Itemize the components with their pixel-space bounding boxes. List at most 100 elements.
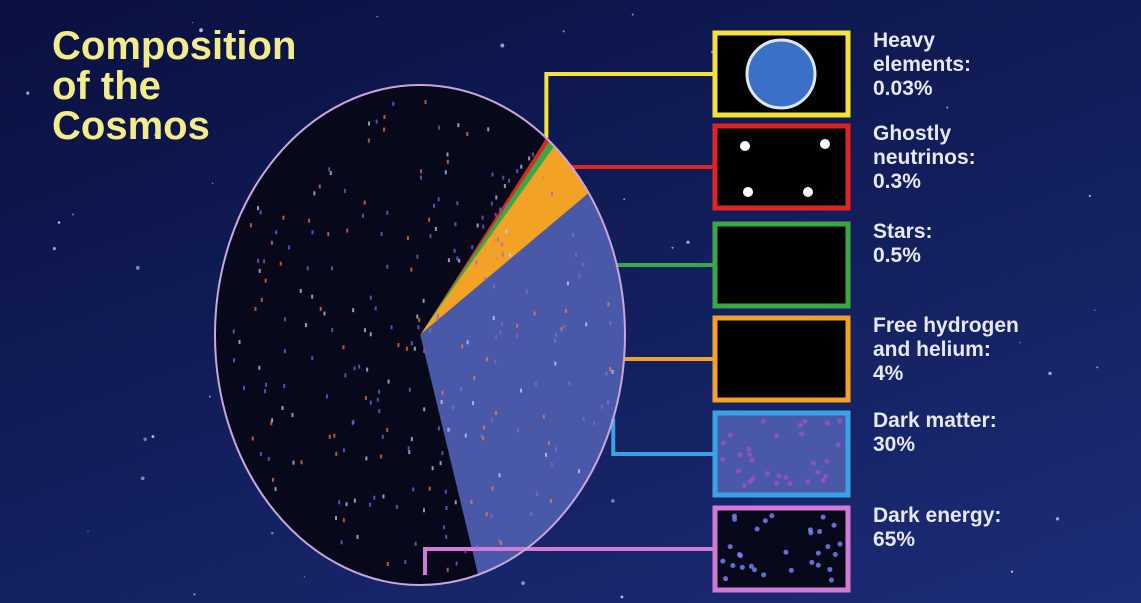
texture-speck: [275, 230, 278, 235]
texture-speck: [533, 311, 536, 316]
legend-value: 30%: [873, 433, 916, 456]
texture-speck: [416, 254, 419, 259]
texture-speck: [470, 499, 473, 504]
texture-speck: [607, 400, 610, 405]
texture-speck: [449, 428, 452, 433]
texture-speck: [417, 325, 420, 330]
texture-speck: [366, 367, 369, 372]
texture-speck: [437, 197, 440, 202]
legend-name: Free hydrogen and helium:: [873, 314, 1019, 361]
star: [303, 576, 305, 578]
texture-speck: [503, 184, 506, 189]
box-texture: [749, 457, 755, 463]
texture-speck: [445, 534, 448, 539]
texture-speck: [457, 123, 460, 128]
texture-speck: [444, 489, 447, 494]
texture-speck: [414, 541, 417, 546]
texture-speck: [471, 245, 474, 250]
texture-speck: [422, 298, 425, 303]
neutrino-icon: [820, 139, 830, 149]
texture-speck: [282, 215, 285, 220]
texture-speck: [356, 534, 359, 539]
texture-speck: [516, 333, 519, 338]
texture-speck: [491, 486, 494, 491]
star: [151, 435, 155, 438]
box-texture: [835, 442, 841, 448]
box-texture: [741, 483, 747, 489]
texture-speck: [353, 498, 356, 503]
texture-speck: [423, 348, 426, 353]
texture-speck: [575, 252, 578, 257]
star: [1010, 570, 1014, 573]
texture-speck: [382, 494, 385, 499]
texture-speck: [232, 358, 235, 363]
texture-speck: [397, 343, 400, 348]
texture-speck: [381, 434, 384, 439]
legend-name: Heavy elements:: [873, 29, 972, 76]
texture-speck: [555, 332, 558, 337]
texture-speck: [340, 540, 343, 545]
texture-speck: [516, 323, 519, 328]
texture-speck: [343, 188, 346, 193]
box-texture: [720, 558, 726, 564]
box-texture: [727, 544, 733, 550]
texture-speck: [544, 452, 547, 457]
texture-speck: [547, 441, 550, 446]
pie-outline: [214, 84, 626, 586]
box-texture: [764, 470, 770, 476]
texture-speck: [260, 297, 263, 302]
texture-speck: [475, 260, 478, 265]
texture-speck: [554, 338, 557, 343]
texture-speck: [238, 339, 241, 344]
texture-speck: [491, 172, 494, 177]
texture-speck: [578, 274, 581, 279]
box-texture: [723, 576, 729, 582]
star: [271, 531, 274, 535]
texture-speck: [485, 512, 488, 517]
texture-speck: [500, 540, 503, 545]
texture-speck: [456, 256, 459, 261]
texture-speck: [249, 223, 252, 228]
texture-speck: [270, 240, 273, 245]
texture-speck: [609, 321, 612, 326]
box-texture: [788, 567, 794, 573]
box-texture: [746, 446, 752, 452]
texture-speck: [406, 236, 409, 241]
texture-speck: [495, 410, 498, 415]
texture-speck: [500, 321, 503, 326]
star: [521, 581, 525, 585]
box-texture: [815, 550, 821, 556]
texture-speck: [487, 127, 490, 132]
texture-speck: [447, 427, 450, 432]
texture-speck: [525, 289, 528, 294]
texture-speck: [582, 417, 585, 422]
texture-speck: [563, 324, 566, 329]
box-texture: [736, 468, 742, 474]
texture-speck: [390, 325, 393, 330]
texture-speck: [375, 119, 378, 124]
texture-speck: [480, 434, 483, 439]
texture-speck: [429, 234, 432, 239]
star: [1055, 517, 1060, 521]
texture-speck: [600, 404, 603, 409]
texture-speck: [436, 314, 439, 319]
neutrino-icon: [803, 187, 813, 197]
box-texture: [824, 458, 830, 464]
texture-speck: [509, 252, 512, 257]
texture-speck: [386, 210, 389, 215]
texture-speck: [383, 114, 386, 119]
legend-box: [712, 505, 851, 593]
legend-box: [712, 410, 851, 498]
legend-value: 65%: [873, 528, 916, 551]
texture-speck: [505, 204, 508, 209]
box-texture: [825, 544, 831, 550]
texture-speck: [472, 401, 475, 406]
texture-speck: [342, 345, 345, 350]
texture-speck: [328, 167, 331, 172]
earth-icon: [745, 38, 817, 110]
texture-speck: [508, 178, 511, 183]
texture-speck: [408, 387, 411, 392]
box-texture: [776, 473, 782, 479]
box-texture: [820, 477, 826, 483]
box-texture: [783, 474, 789, 480]
